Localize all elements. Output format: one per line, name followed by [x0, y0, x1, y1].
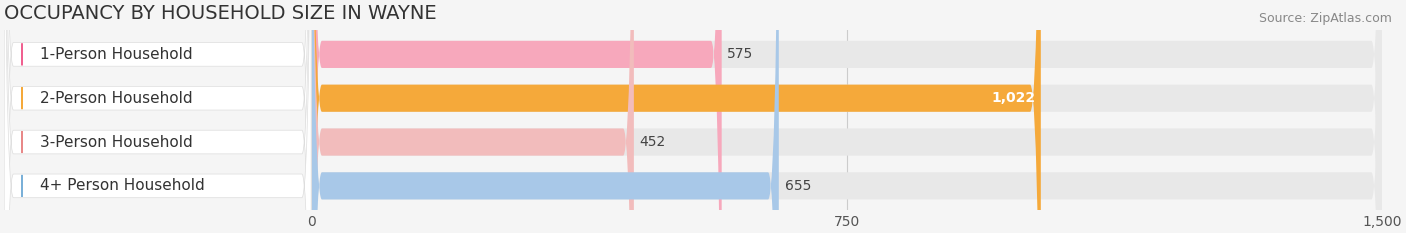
Text: 575: 575 [727, 47, 754, 61]
Text: 4+ Person Household: 4+ Person Household [39, 178, 205, 193]
FancyBboxPatch shape [311, 0, 721, 233]
Text: 2-Person Household: 2-Person Household [39, 91, 193, 106]
FancyBboxPatch shape [311, 0, 634, 233]
FancyBboxPatch shape [311, 0, 779, 233]
FancyBboxPatch shape [4, 0, 311, 233]
FancyBboxPatch shape [4, 0, 311, 233]
Text: 655: 655 [785, 179, 811, 193]
Text: 3-Person Household: 3-Person Household [39, 134, 193, 150]
FancyBboxPatch shape [311, 0, 1382, 233]
FancyBboxPatch shape [311, 0, 1382, 233]
Text: 452: 452 [640, 135, 666, 149]
FancyBboxPatch shape [311, 0, 1382, 233]
FancyBboxPatch shape [4, 0, 311, 233]
Text: 1-Person Household: 1-Person Household [39, 47, 193, 62]
Text: OCCUPANCY BY HOUSEHOLD SIZE IN WAYNE: OCCUPANCY BY HOUSEHOLD SIZE IN WAYNE [4, 4, 437, 23]
Text: 1,022: 1,022 [991, 91, 1035, 105]
FancyBboxPatch shape [4, 0, 311, 233]
FancyBboxPatch shape [311, 0, 1040, 233]
Text: Source: ZipAtlas.com: Source: ZipAtlas.com [1258, 12, 1392, 25]
FancyBboxPatch shape [311, 0, 1382, 233]
